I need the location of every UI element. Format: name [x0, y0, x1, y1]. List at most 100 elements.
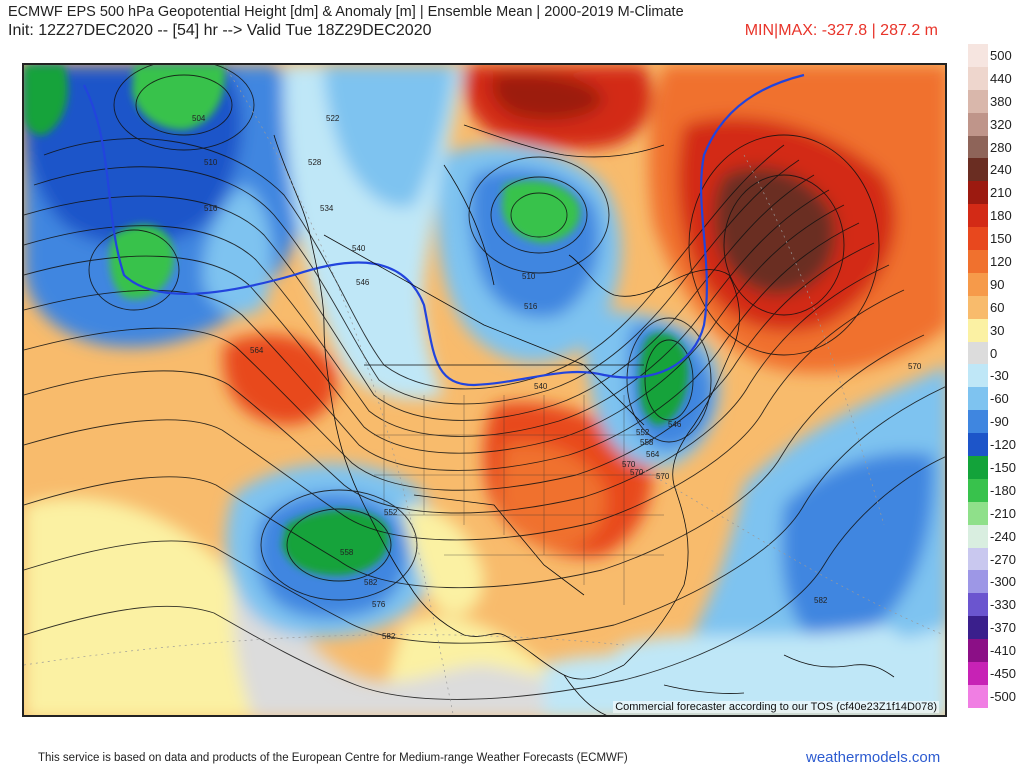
- legend-label: -410: [990, 643, 1017, 659]
- legend-swatch: [968, 204, 988, 228]
- legend-swatch: [968, 387, 988, 411]
- map-svg: 504 510 516 522 528 534 540 546 564 570 …: [24, 65, 945, 715]
- legend-row: 60: [968, 295, 1020, 319]
- legend-swatch: [968, 364, 988, 388]
- legend-label: 240: [990, 162, 1012, 178]
- legend-row: -240: [968, 524, 1020, 548]
- legend-label: 150: [990, 231, 1012, 247]
- state-borders: [374, 395, 664, 605]
- legend-label: -450: [990, 666, 1017, 682]
- legend-swatch: [968, 410, 988, 434]
- legend-swatch: [968, 547, 988, 571]
- legend-label: -180: [990, 482, 1017, 498]
- legend-row: -30: [968, 364, 1020, 388]
- graticule: [24, 65, 945, 715]
- legend-label: -30: [990, 368, 1009, 384]
- legend-row: 320: [968, 112, 1020, 136]
- contour-label: 570: [908, 362, 922, 371]
- contour-label: 516: [524, 302, 538, 311]
- brand-link[interactable]: weathermodels.com: [806, 749, 941, 766]
- legend-label: -500: [990, 688, 1017, 704]
- legend-swatch: [968, 66, 988, 90]
- legend-swatch: [968, 478, 988, 502]
- legend-label: -120: [990, 437, 1017, 453]
- legend-label: -150: [990, 460, 1017, 476]
- contour-label: 582: [364, 578, 378, 587]
- legend-swatch: [968, 44, 988, 67]
- contour-label: 564: [646, 450, 660, 459]
- legend-row: -270: [968, 547, 1020, 571]
- contour-label: 570: [656, 472, 670, 481]
- legend-row: 0: [968, 341, 1020, 365]
- legend-label: 90: [990, 276, 1005, 292]
- legend-row: 180: [968, 204, 1020, 228]
- contour-labels: 504 510 516 522 528 534 540 546 564 570 …: [192, 114, 922, 641]
- legend-label: -300: [990, 574, 1017, 590]
- contour-label: 510: [522, 272, 536, 281]
- legend-swatch: [968, 593, 988, 617]
- legend-swatch: [968, 112, 988, 136]
- legend-label: -270: [990, 551, 1017, 567]
- legend-row: -370: [968, 616, 1020, 640]
- contour-label: 546: [356, 278, 370, 287]
- contour-label: 558: [340, 548, 354, 557]
- contour-label: 540: [534, 382, 548, 391]
- legend-row: -60: [968, 387, 1020, 411]
- legend-swatch: [968, 616, 988, 640]
- legend-row: -90: [968, 410, 1020, 434]
- legend-label: 210: [990, 185, 1012, 201]
- contour-label: 528: [308, 158, 322, 167]
- legend-label: -240: [990, 528, 1017, 544]
- min-max-readout: MIN|MAX: -327.8 | 287.2 m: [744, 22, 938, 39]
- legend-swatch: [968, 272, 988, 296]
- legend-swatch: [968, 295, 988, 319]
- contour-label: 570: [622, 460, 636, 469]
- legend-label: 120: [990, 254, 1012, 270]
- legend-swatch: [968, 662, 988, 685]
- legend-label: -90: [990, 414, 1009, 430]
- contour-label: 534: [320, 204, 334, 213]
- legend-row: 280: [968, 135, 1020, 159]
- legend-row: 90: [968, 272, 1020, 296]
- 540dm-contour: [83, 73, 805, 387]
- legend-swatch: [968, 318, 988, 342]
- legend-row: 30: [968, 318, 1020, 342]
- color-legend: 500 440 380 320 280 240 210 180 150 120 90 60 30 0 -30…: [968, 44, 1020, 708]
- chart-title: ECMWF EPS 500 hPa Geopotential Height [d…: [8, 4, 684, 20]
- legend-row: -410: [968, 639, 1020, 663]
- legend-row: -210: [968, 501, 1020, 525]
- legend-swatch: [968, 684, 988, 708]
- legend-row: -500: [968, 684, 1020, 708]
- legend-swatch: [968, 433, 988, 457]
- contour-label: 510: [204, 158, 218, 167]
- legend-row: -120: [968, 433, 1020, 457]
- height-contours: [24, 65, 945, 700]
- legend-row: 380: [968, 89, 1020, 113]
- legend-label: 440: [990, 70, 1012, 86]
- contour-label: 516: [204, 204, 218, 213]
- legend-label: -60: [990, 391, 1009, 407]
- legend-label: 180: [990, 208, 1012, 224]
- ecmwf-credit: This service is based on data and produc…: [38, 752, 628, 764]
- legend-label: -330: [990, 597, 1017, 613]
- legend-swatch: [968, 135, 988, 159]
- contour-label: 570: [630, 468, 644, 477]
- legend-swatch: [968, 158, 988, 182]
- legend-row: 500: [968, 44, 1020, 67]
- legend-swatch: [968, 181, 988, 205]
- contour-label: 540: [352, 244, 366, 253]
- legend-swatch: [968, 639, 988, 663]
- legend-label: -210: [990, 505, 1017, 521]
- legend-swatch: [968, 456, 988, 479]
- contour-label: 552: [384, 508, 398, 517]
- legend-swatch: [968, 227, 988, 251]
- legend-label: 280: [990, 139, 1012, 155]
- anomaly-map[interactable]: 504 510 516 522 528 534 540 546 564 570 …: [22, 63, 947, 717]
- legend-row: -300: [968, 570, 1020, 594]
- tos-notice: Commercial forecaster according to our T…: [613, 701, 939, 713]
- legend-swatch: [968, 341, 988, 365]
- legend-row: 210: [968, 181, 1020, 205]
- legend-row: 240: [968, 158, 1020, 182]
- legend-label: 60: [990, 299, 1005, 315]
- legend-row: 150: [968, 227, 1020, 251]
